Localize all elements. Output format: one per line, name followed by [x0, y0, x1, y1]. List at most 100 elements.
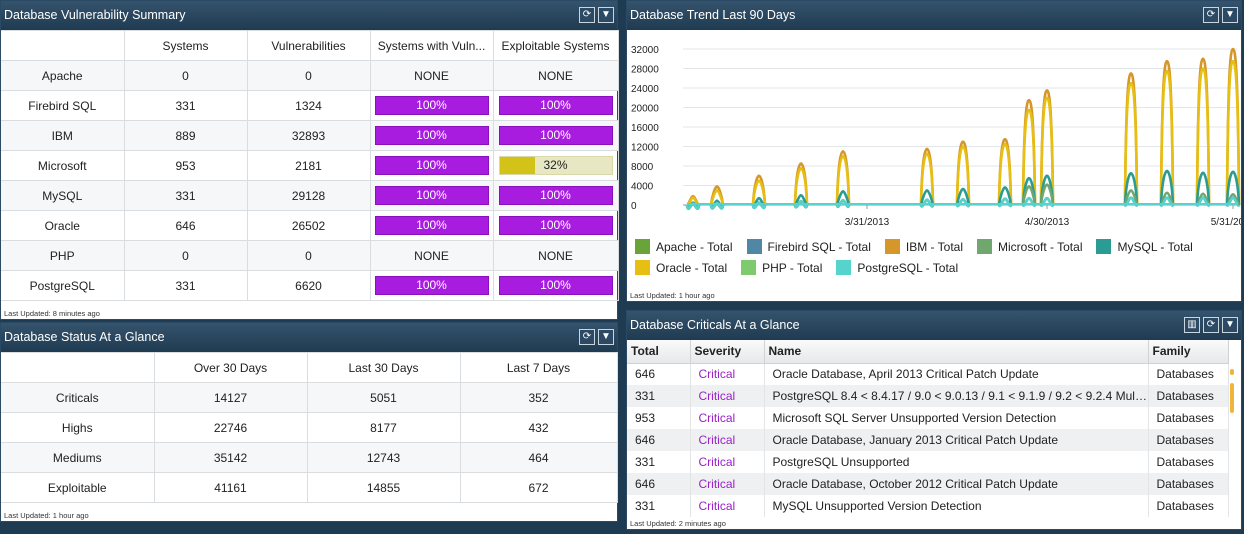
panel-title: Database Status At a Glance: [4, 330, 165, 344]
table-row[interactable]: PHP 0 0 NONE NONE: [1, 240, 619, 271]
family-cell: Databases: [1148, 385, 1229, 407]
table-row[interactable]: Mediums 35142 12743 464: [1, 442, 618, 473]
plugin-name-cell: Oracle Database, October 2012 Critical P…: [764, 473, 1149, 495]
severity-label: Mediums: [1, 442, 155, 473]
column-header[interactable]: Total: [627, 340, 691, 364]
column-header[interactable]: Name: [764, 340, 1149, 364]
column-header[interactable]: Severity: [690, 340, 765, 364]
percent-bar[interactable]: 100%: [374, 276, 489, 295]
severity-cell: Critical: [690, 407, 765, 429]
percent-bar[interactable]: 32%: [498, 156, 613, 175]
total-cell: 646: [627, 473, 691, 495]
column-header[interactable]: Systems with Vuln...: [369, 30, 494, 61]
scrollbar[interactable]: [1230, 369, 1235, 519]
chevron-down-icon[interactable]: ▼: [598, 329, 614, 345]
table-row[interactable]: Criticals 14127 5051 352: [1, 382, 618, 413]
column-header[interactable]: Last 30 Days: [306, 352, 461, 383]
legend-label: PHP - Total: [762, 260, 823, 275]
legend-item[interactable]: Apache - Total: [635, 239, 733, 254]
table-row[interactable]: Firebird SQL 331 1324 100% 100%: [1, 90, 619, 121]
refresh-icon[interactable]: ⟳: [1203, 7, 1219, 23]
criticals-table: Total Severity Name Family 646 Critical Oracl…: [627, 340, 1229, 517]
db-name: Microsoft: [1, 150, 125, 181]
legend-item[interactable]: Microsoft - Total: [977, 239, 1082, 254]
legend-item[interactable]: PHP - Total: [741, 260, 822, 275]
percent-bar[interactable]: 100%: [498, 216, 613, 235]
legend-label: PostgreSQL - Total: [857, 260, 959, 275]
series-peak-postgresql-total: [751, 201, 767, 210]
vuln-summary-panel: Database Vulnerability Summary ⟳ ▼ Syste…: [0, 0, 619, 320]
panel-title: Database Trend Last 90 Days: [630, 8, 796, 22]
legend-item[interactable]: PostgreSQL - Total: [836, 260, 958, 275]
table-header-row: Over 30 Days Last 30 Days Last 7 Days: [1, 352, 618, 383]
legend-item[interactable]: IBM - Total: [884, 239, 963, 254]
panel-title: Database Criticals At a Glance: [630, 318, 800, 332]
systems-count: 889: [123, 120, 248, 151]
systems-with-vuln-cell: 100%: [369, 150, 494, 181]
vulns-count: 1324: [246, 90, 371, 121]
legend-label: Apache - Total: [656, 239, 733, 254]
systems-with-vuln-cell: 100%: [369, 210, 494, 241]
percent-bar[interactable]: 100%: [498, 186, 613, 205]
percent-bar[interactable]: 100%: [374, 216, 489, 235]
table-row[interactable]: Exploitable 41161 14855 672: [1, 472, 618, 503]
criticals-header: Database Criticals At a Glance ▥ ⟳ ▼: [627, 311, 1241, 340]
series-peak-mysql-total: [1039, 174, 1055, 206]
refresh-icon[interactable]: ⟳: [579, 7, 595, 23]
vulns-count: 0: [246, 240, 371, 271]
table-row[interactable]: 646 Critical Oracle Database, October 2012…: [627, 473, 1229, 495]
systems-count: 331: [123, 90, 248, 121]
table-row[interactable]: 331 Critical MySQL Unsupported Version Det…: [627, 495, 1229, 517]
column-header[interactable]: Last 7 Days: [459, 352, 618, 383]
table-row[interactable]: Oracle 646 26502 100% 100%: [1, 210, 619, 241]
family-cell: Databases: [1148, 363, 1229, 385]
table-row[interactable]: 953 Critical Microsoft SQL Server Unsuppor…: [627, 407, 1229, 429]
chevron-down-icon[interactable]: ▼: [598, 7, 614, 23]
table-row[interactable]: Apache 0 0 NONE NONE: [1, 60, 619, 91]
vulns-count: 2181: [246, 150, 371, 181]
column-header[interactable]: Family: [1148, 340, 1229, 364]
legend-item[interactable]: MySQL - Total: [1096, 239, 1193, 254]
family-cell: Databases: [1148, 495, 1229, 517]
legend-item[interactable]: Oracle - Total: [635, 260, 727, 275]
percent-bar[interactable]: 100%: [374, 156, 489, 175]
refresh-icon[interactable]: ⟳: [579, 329, 595, 345]
percent-bar[interactable]: 100%: [374, 96, 489, 115]
chevron-down-icon[interactable]: ▼: [1222, 7, 1238, 23]
percent-bar[interactable]: 100%: [374, 126, 489, 145]
table-row[interactable]: Microsoft 953 2181 100% 32%: [1, 150, 619, 181]
trend-chart: 32000 28000 24000 20000 16000 12000 8000 4000 0 3…: [631, 45, 1241, 228]
systems-count: 0: [123, 60, 248, 91]
db-name: Apache: [1, 60, 125, 91]
percent-bar[interactable]: 100%: [498, 276, 613, 295]
last-7-days-value: 464: [459, 442, 618, 473]
table-row[interactable]: MySQL 331 29128 100% 100%: [1, 180, 619, 211]
y-tick-label: 0: [631, 201, 637, 212]
series-peak-oracle-total: [1021, 108, 1037, 206]
last-7-days-value: 352: [459, 382, 618, 413]
percent-bar[interactable]: 100%: [498, 96, 613, 115]
table-row[interactable]: 331 Critical PostgreSQL Unsupported Databas…: [627, 451, 1229, 473]
table-row[interactable]: 646 Critical Oracle Database, April 2013 C…: [627, 363, 1229, 385]
table-row[interactable]: 646 Critical Oracle Database, January 2013…: [627, 429, 1229, 451]
total-cell: 646: [627, 363, 691, 385]
table-row[interactable]: 331 Critical PostgreSQL 8.4 < 8.4.17 / 9.0…: [627, 385, 1229, 407]
table-row[interactable]: Highs 22746 8177 432: [1, 412, 618, 443]
chevron-down-icon[interactable]: ▼: [1222, 317, 1238, 333]
column-header[interactable]: Over 30 Days: [153, 352, 308, 383]
bar-chart-icon[interactable]: ▥: [1184, 317, 1200, 333]
column-header[interactable]: Systems: [123, 30, 248, 61]
column-header[interactable]: Vulnerabilities: [246, 30, 371, 61]
table-row[interactable]: IBM 889 32893 100% 100%: [1, 120, 619, 151]
systems-with-vuln-cell: 100%: [369, 270, 494, 301]
percent-bar[interactable]: 100%: [498, 126, 613, 145]
trend-panel: Database Trend Last 90 Days ⟳ ▼ 32000 280…: [626, 0, 1242, 302]
column-header[interactable]: Exploitable Systems: [492, 30, 619, 61]
refresh-icon[interactable]: ⟳: [1203, 317, 1219, 333]
series-peak-oracle-total: [1195, 67, 1211, 206]
percent-bar[interactable]: 100%: [374, 186, 489, 205]
table-header-row: Systems Vulnerabilities Systems with Vuln.…: [1, 30, 619, 61]
legend-item[interactable]: Firebird SQL - Total: [746, 239, 871, 254]
last-30-days-value: 8177: [306, 412, 461, 443]
table-row[interactable]: PostgreSQL 331 6620 100% 100%: [1, 270, 619, 301]
